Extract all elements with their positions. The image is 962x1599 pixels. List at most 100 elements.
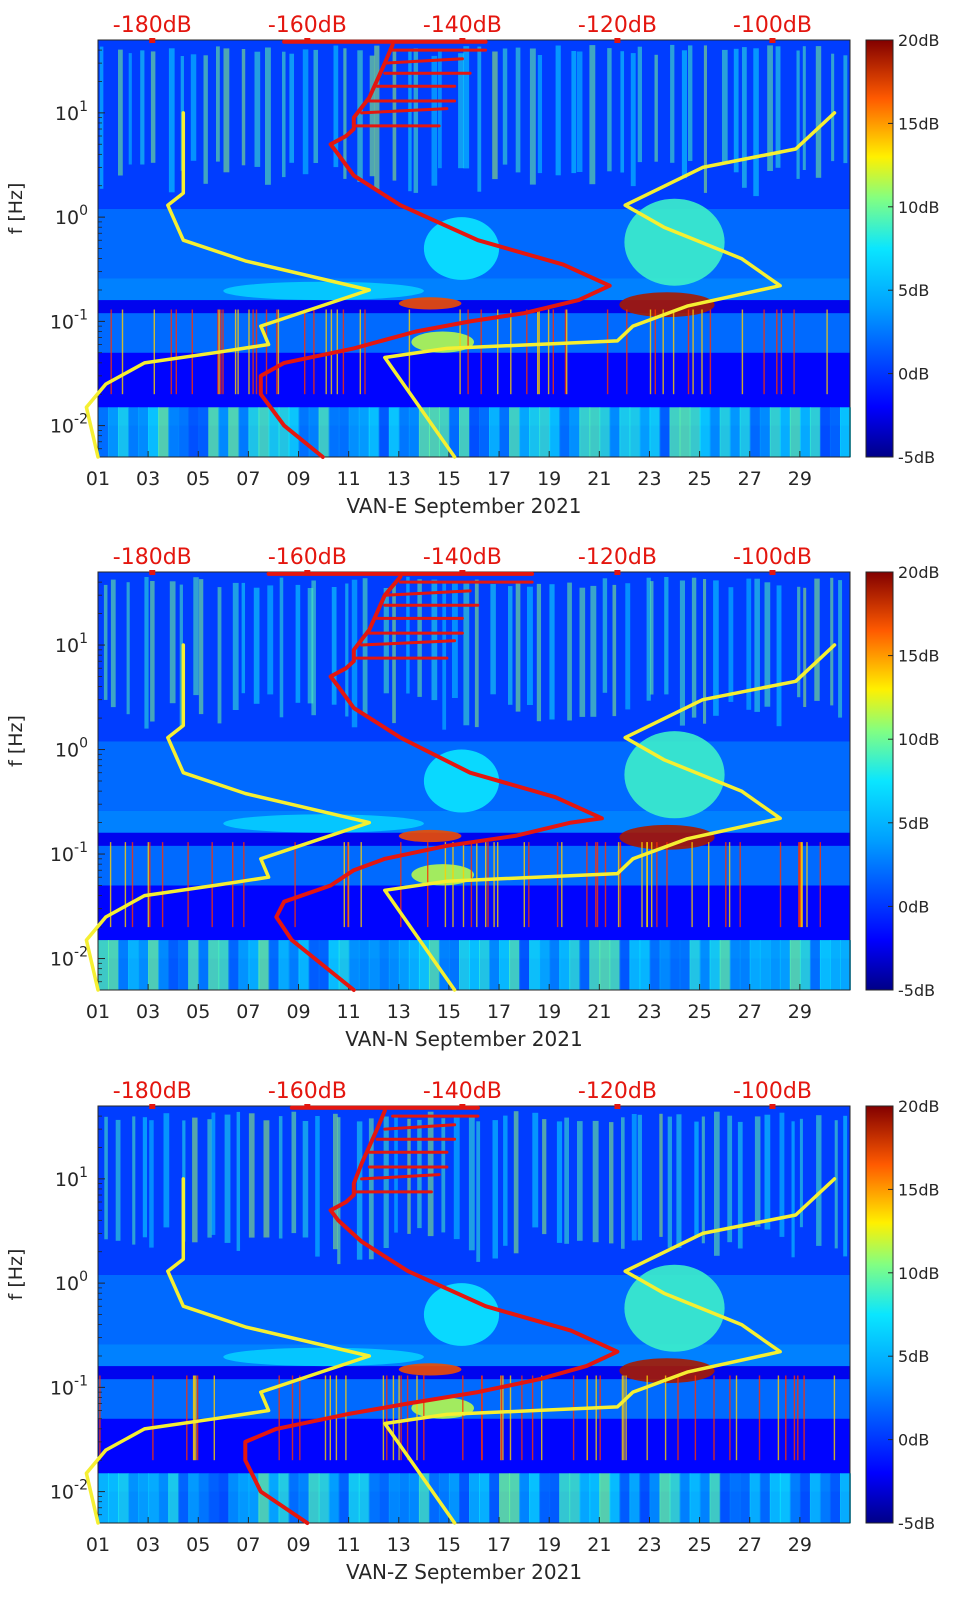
x-tick-label: 27 [738,1001,762,1023]
low-freq-column [448,407,460,457]
daily-streak [579,587,586,717]
low-freq-column [448,1473,460,1523]
low-freq-column [729,407,741,457]
low-freq-column [338,1473,350,1523]
microseism-blob [619,1358,715,1384]
x-tick-label: 15 [437,468,461,490]
colorbar: 20dB 15dB 10dB 5dB 0dB -5dB [865,31,940,467]
low-freq-column [759,1473,771,1523]
daily-streak [198,579,204,715]
microseism-blob [423,749,500,813]
low-freq-column [128,940,140,990]
low-freq-column [308,1473,320,1523]
x-tick-label: 03 [136,1534,160,1556]
low-freq-column [218,407,230,457]
db-axis-label: -140dB [423,13,502,38]
low-freq-column [799,1473,811,1523]
low-freq-column [228,407,240,457]
low-freq-column [779,407,791,457]
low-freq-column [358,940,370,990]
low-freq-column [809,407,821,457]
freq-band-2 [98,885,850,941]
colorbar-gradient [865,1105,894,1524]
daily-streak [797,586,801,698]
low-freq-column [358,407,370,457]
daily-streak [110,579,116,708]
daily-streak [492,1120,498,1259]
low-freq-column [489,1473,500,1523]
daily-streak [408,49,412,192]
low-freq-column [489,940,500,990]
x-tick-label: 07 [236,1534,260,1556]
daily-streak [620,51,625,173]
low-freq-column [459,940,470,990]
spectrogram-panel-3: 01 03 05 07 09 11 13 15 17 19 21 23 25 27 29 VAN-Z Sept… [5,1079,940,1584]
low-freq-column [569,407,581,457]
daily-streak [337,1117,341,1265]
daily-streak [374,45,380,190]
low-freq-column [238,940,250,990]
daily-streak [468,1117,475,1251]
daily-streak [659,1113,663,1237]
daily-streak [474,579,479,728]
daily-streak [150,51,156,163]
low-freq-column [398,1473,410,1523]
daily-streak [267,585,274,695]
microseism-blob [398,1363,462,1376]
daily-streak [302,1121,309,1238]
db-axis-label: -100dB [733,13,812,38]
daily-streak [799,1118,803,1228]
daily-streak [650,581,654,695]
x-tick-label: 21 [587,468,611,490]
low-freq-column [178,407,190,457]
x-tick-label: 11 [337,468,361,490]
y-axis-label: f [Hz] [5,183,27,235]
x-tick-label: 09 [286,1001,310,1023]
daily-streak [609,1122,614,1244]
low-freq-column [840,940,851,990]
db-axis-label: -120dB [578,13,657,38]
spectrogram-field [98,40,851,457]
low-freq-column [840,407,851,457]
low-freq-column [689,407,701,457]
low-freq-column [649,1473,661,1523]
daily-streak [193,577,199,696]
daily-streak [776,585,782,727]
y-tick-label: 10-1 [50,307,88,333]
daily-streak [406,576,410,694]
daily-streak [441,1118,446,1233]
low-freq-column [198,1473,210,1523]
daily-streak [345,583,349,717]
low-freq-column [489,407,500,457]
low-freq-column [739,940,751,990]
low-freq-column [529,407,541,457]
daily-streak [602,578,608,693]
daily-streak [169,581,176,704]
daily-streak [263,1120,270,1238]
low-freq-column [348,407,360,457]
low-freq-column [288,940,300,990]
daily-streak [838,580,843,718]
spectrogram-panel-2: 01 03 05 07 09 11 13 15 17 19 21 23 25 27 29 VAN-N Sept… [5,545,940,1051]
low-freq-column [368,1473,380,1523]
x-tick-label: 17 [487,468,511,490]
daily-streak [311,580,316,716]
x-tick-label: 21 [587,1534,611,1556]
low-freq-column [569,1473,581,1523]
daily-streak [417,579,422,697]
y-tick-label: 100 [55,736,88,762]
low-freq-column [348,940,360,990]
daily-streak [369,55,375,177]
daily-streak [368,1118,374,1260]
low-freq-column [418,940,430,990]
low-freq-column [629,940,641,990]
daily-streak [764,1114,771,1230]
low-freq-column [719,940,731,990]
x-axis-label: VAN-N September 2021 [345,1027,582,1051]
low-freq-column [739,407,751,457]
low-freq-column [549,1473,561,1523]
low-freq-column [619,1473,631,1523]
low-freq-column [459,407,470,457]
db-axis-marker [769,1104,776,1109]
colorbar-label: 5dB [898,1347,929,1366]
